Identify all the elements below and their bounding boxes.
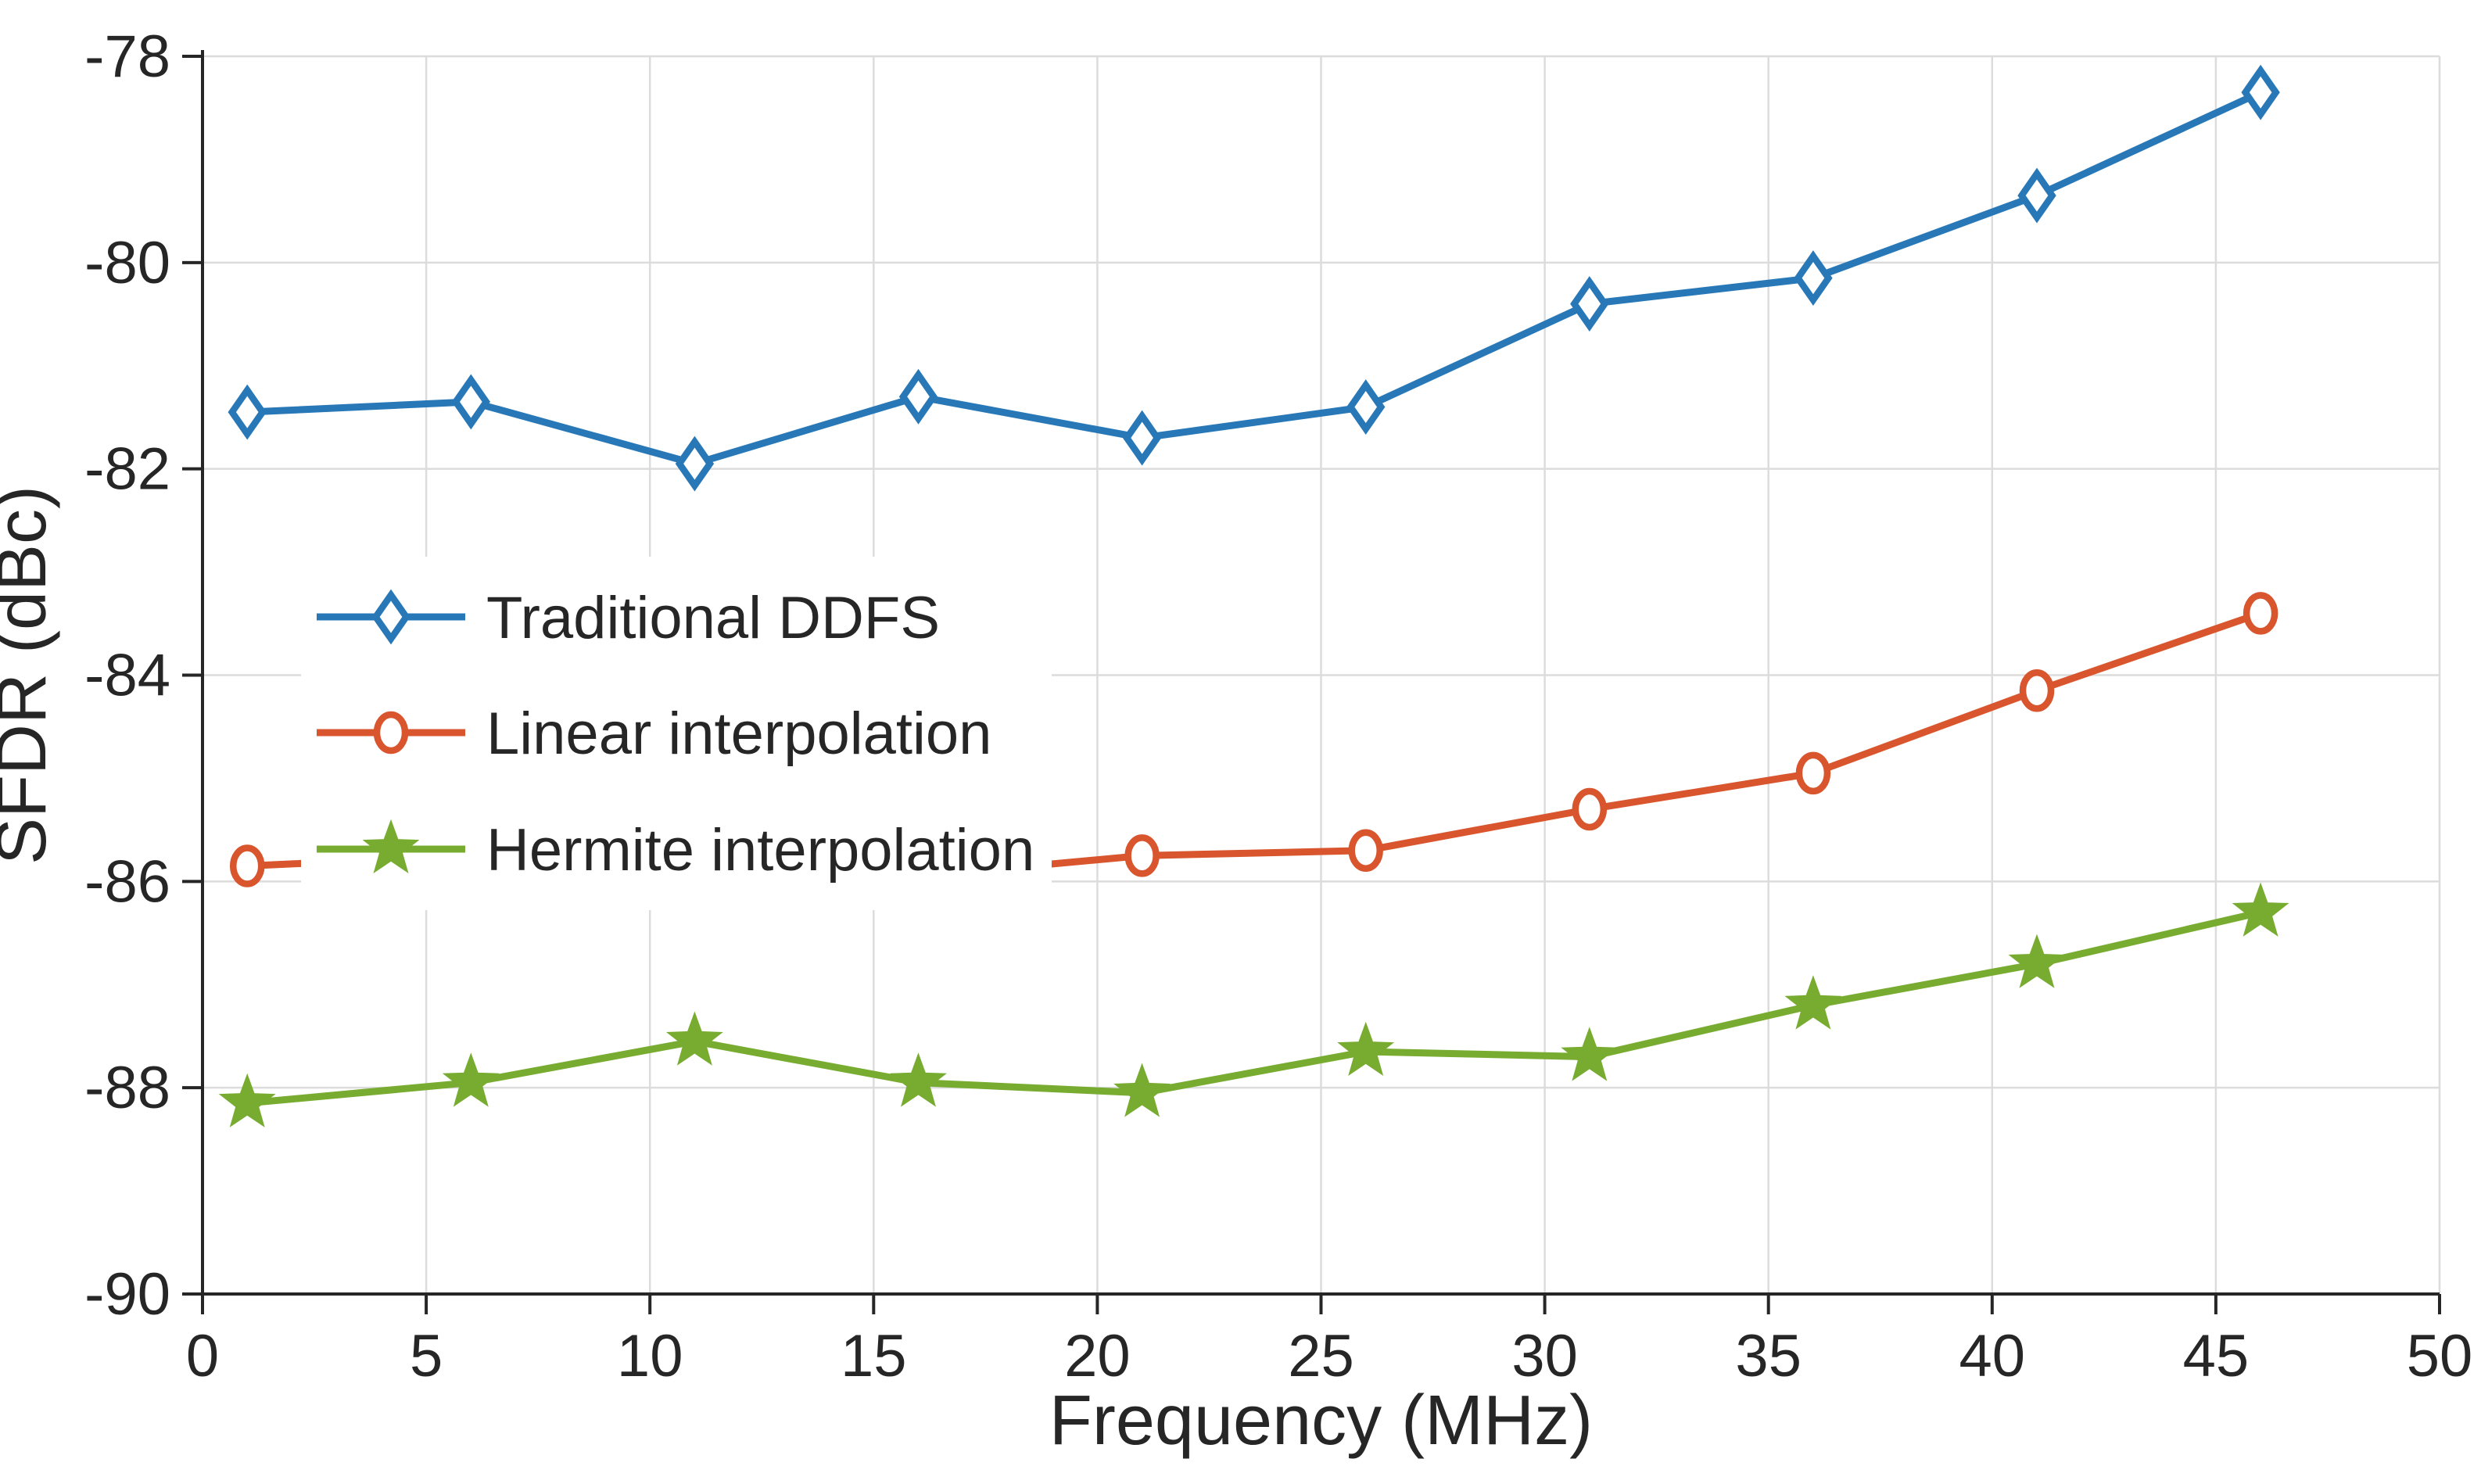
y-tick-label: -88 [84, 1055, 170, 1121]
y-tick-label: -82 [84, 436, 170, 503]
diamond-marker [1346, 379, 1386, 435]
star-marker [2008, 934, 2066, 988]
legend-item-linear-interpolation: Linear interpolation [317, 701, 991, 767]
series-line-hermite-interpolation [243, 909, 2264, 1107]
diamond-marker [675, 436, 715, 492]
gridlines [203, 55, 2441, 1294]
star-marker [1784, 975, 1842, 1030]
diamond-marker [451, 374, 490, 430]
x-tick-label: 50 [2407, 1323, 2473, 1389]
y-tick-label: -90 [84, 1261, 170, 1328]
x-tick-label: 25 [1288, 1323, 1354, 1389]
star-marker [2232, 882, 2289, 937]
star-marker [1561, 1027, 1619, 1081]
legend-item-hermite-interpolation: Hermite interpolation [317, 817, 1034, 884]
legend-label: Hermite interpolation [486, 817, 1034, 884]
star-marker [442, 1052, 500, 1107]
legend-label: Linear interpolation [486, 701, 991, 767]
x-tick-label: 15 [841, 1323, 907, 1389]
star-marker [890, 1052, 947, 1107]
x-tick-label: 40 [1959, 1323, 2026, 1389]
series-hermite-interpolation [218, 882, 2289, 1127]
star-marker [218, 1073, 276, 1127]
diamond-marker [1794, 250, 1833, 306]
circle-marker [2019, 669, 2055, 712]
diamond-marker [2241, 64, 2280, 120]
legend-label: Traditional DDFS [486, 585, 940, 651]
series-line-traditional-ddfs [243, 88, 2264, 468]
x-tick-label: 0 [186, 1323, 219, 1389]
diamond-marker [228, 384, 267, 440]
circle-marker [1348, 829, 1383, 873]
star-marker [1337, 1021, 1395, 1077]
y-tick-label: -80 [84, 230, 170, 296]
x-tick-label: 35 [1735, 1323, 1802, 1389]
series-traditional-ddfs [228, 64, 2280, 492]
star-marker [665, 1011, 723, 1066]
diamond-marker [2017, 167, 2056, 224]
y-tick-label: -78 [84, 23, 170, 90]
diamond-marker [898, 368, 938, 425]
diamond-marker [1570, 276, 1609, 332]
circle-marker [1572, 787, 1608, 831]
x-tick-label: 20 [1064, 1323, 1131, 1389]
y-axis-label: SFDR (dBc) [0, 486, 61, 865]
x-tick-label: 10 [617, 1323, 683, 1389]
x-tick-label: 30 [1511, 1323, 1578, 1389]
y-tick-label: -84 [84, 643, 170, 709]
diamond-marker [371, 589, 411, 645]
circle-marker [1795, 751, 1831, 795]
circle-marker [373, 711, 409, 755]
diamond-marker [1122, 410, 1162, 466]
y-tick-label: -86 [84, 848, 170, 915]
circle-marker [229, 844, 265, 887]
x-axis-label: Frequency (MHz) [1049, 1382, 1593, 1460]
axes: 0 5 10 15 20 25 30 35 40 45 50 -90 -88 -86 -84 -82 -80 -7… [84, 23, 2472, 1389]
legend-item-traditional-ddfs: Traditional DDFS [317, 585, 940, 651]
circle-marker [2243, 592, 2278, 635]
circle-marker [1124, 834, 1160, 877]
legend: Traditional DDFS Linear interpolation Herm… [301, 557, 1052, 910]
star-marker [362, 819, 420, 874]
x-tick-label: 5 [410, 1323, 443, 1389]
x-tick-label: 45 [2183, 1323, 2250, 1389]
star-marker [1113, 1063, 1171, 1117]
